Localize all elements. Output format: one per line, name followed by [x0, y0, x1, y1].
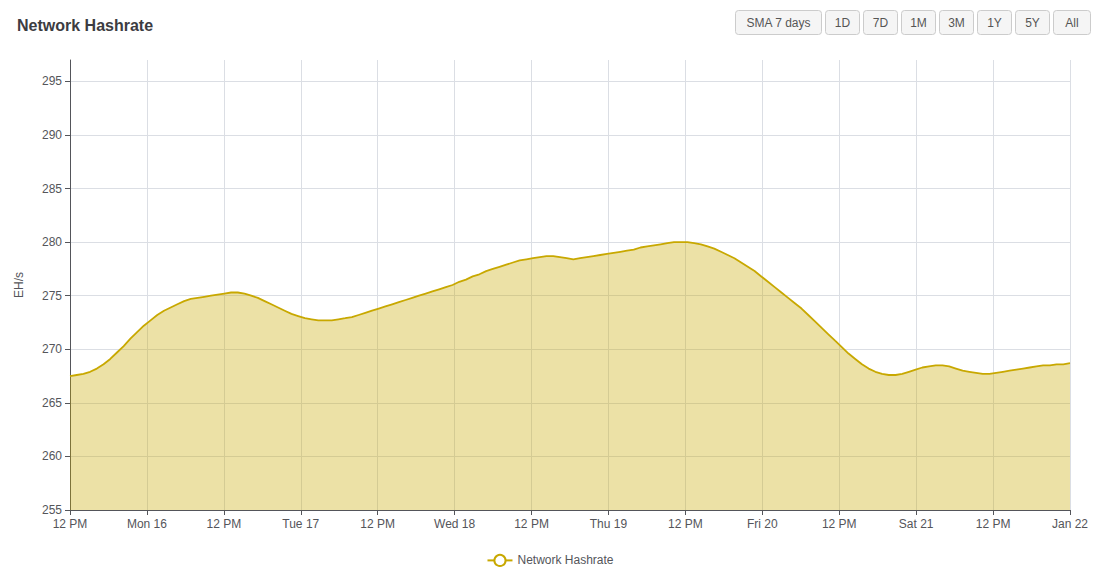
svg-text:275: 275 [42, 289, 62, 303]
svg-text:7D: 7D [873, 16, 889, 30]
svg-text:265: 265 [42, 396, 62, 410]
svg-text:Network Hashrate: Network Hashrate [517, 553, 613, 567]
svg-text:1Y: 1Y [987, 16, 1002, 30]
svg-text:EH/s: EH/s [12, 272, 26, 298]
svg-text:Wed 18: Wed 18 [434, 517, 475, 531]
svg-text:Network Hashrate: Network Hashrate [17, 17, 153, 34]
svg-text:Jan 22: Jan 22 [1052, 517, 1088, 531]
svg-text:Tue 17: Tue 17 [282, 517, 319, 531]
svg-text:285: 285 [42, 182, 62, 196]
svg-text:Sat 21: Sat 21 [899, 517, 934, 531]
svg-text:290: 290 [42, 128, 62, 142]
svg-text:280: 280 [42, 235, 62, 249]
svg-text:All: All [1065, 16, 1078, 30]
svg-text:1M: 1M [910, 16, 927, 30]
svg-text:Thu 19: Thu 19 [590, 517, 628, 531]
svg-text:12 PM: 12 PM [360, 517, 395, 531]
svg-text:3M: 3M [948, 16, 965, 30]
svg-text:5Y: 5Y [1025, 16, 1040, 30]
svg-text:Fri 20: Fri 20 [747, 517, 778, 531]
svg-text:Mon 16: Mon 16 [127, 517, 167, 531]
svg-text:SMA 7 days: SMA 7 days [746, 16, 810, 30]
svg-text:260: 260 [42, 449, 62, 463]
svg-text:270: 270 [42, 342, 62, 356]
svg-text:12 PM: 12 PM [976, 517, 1011, 531]
svg-text:295: 295 [42, 74, 62, 88]
svg-text:255: 255 [42, 503, 62, 517]
svg-text:12 PM: 12 PM [822, 517, 857, 531]
svg-text:12 PM: 12 PM [207, 517, 242, 531]
svg-text:12 PM: 12 PM [53, 517, 88, 531]
svg-text:12 PM: 12 PM [514, 517, 549, 531]
svg-text:12 PM: 12 PM [668, 517, 703, 531]
svg-text:1D: 1D [835, 16, 851, 30]
